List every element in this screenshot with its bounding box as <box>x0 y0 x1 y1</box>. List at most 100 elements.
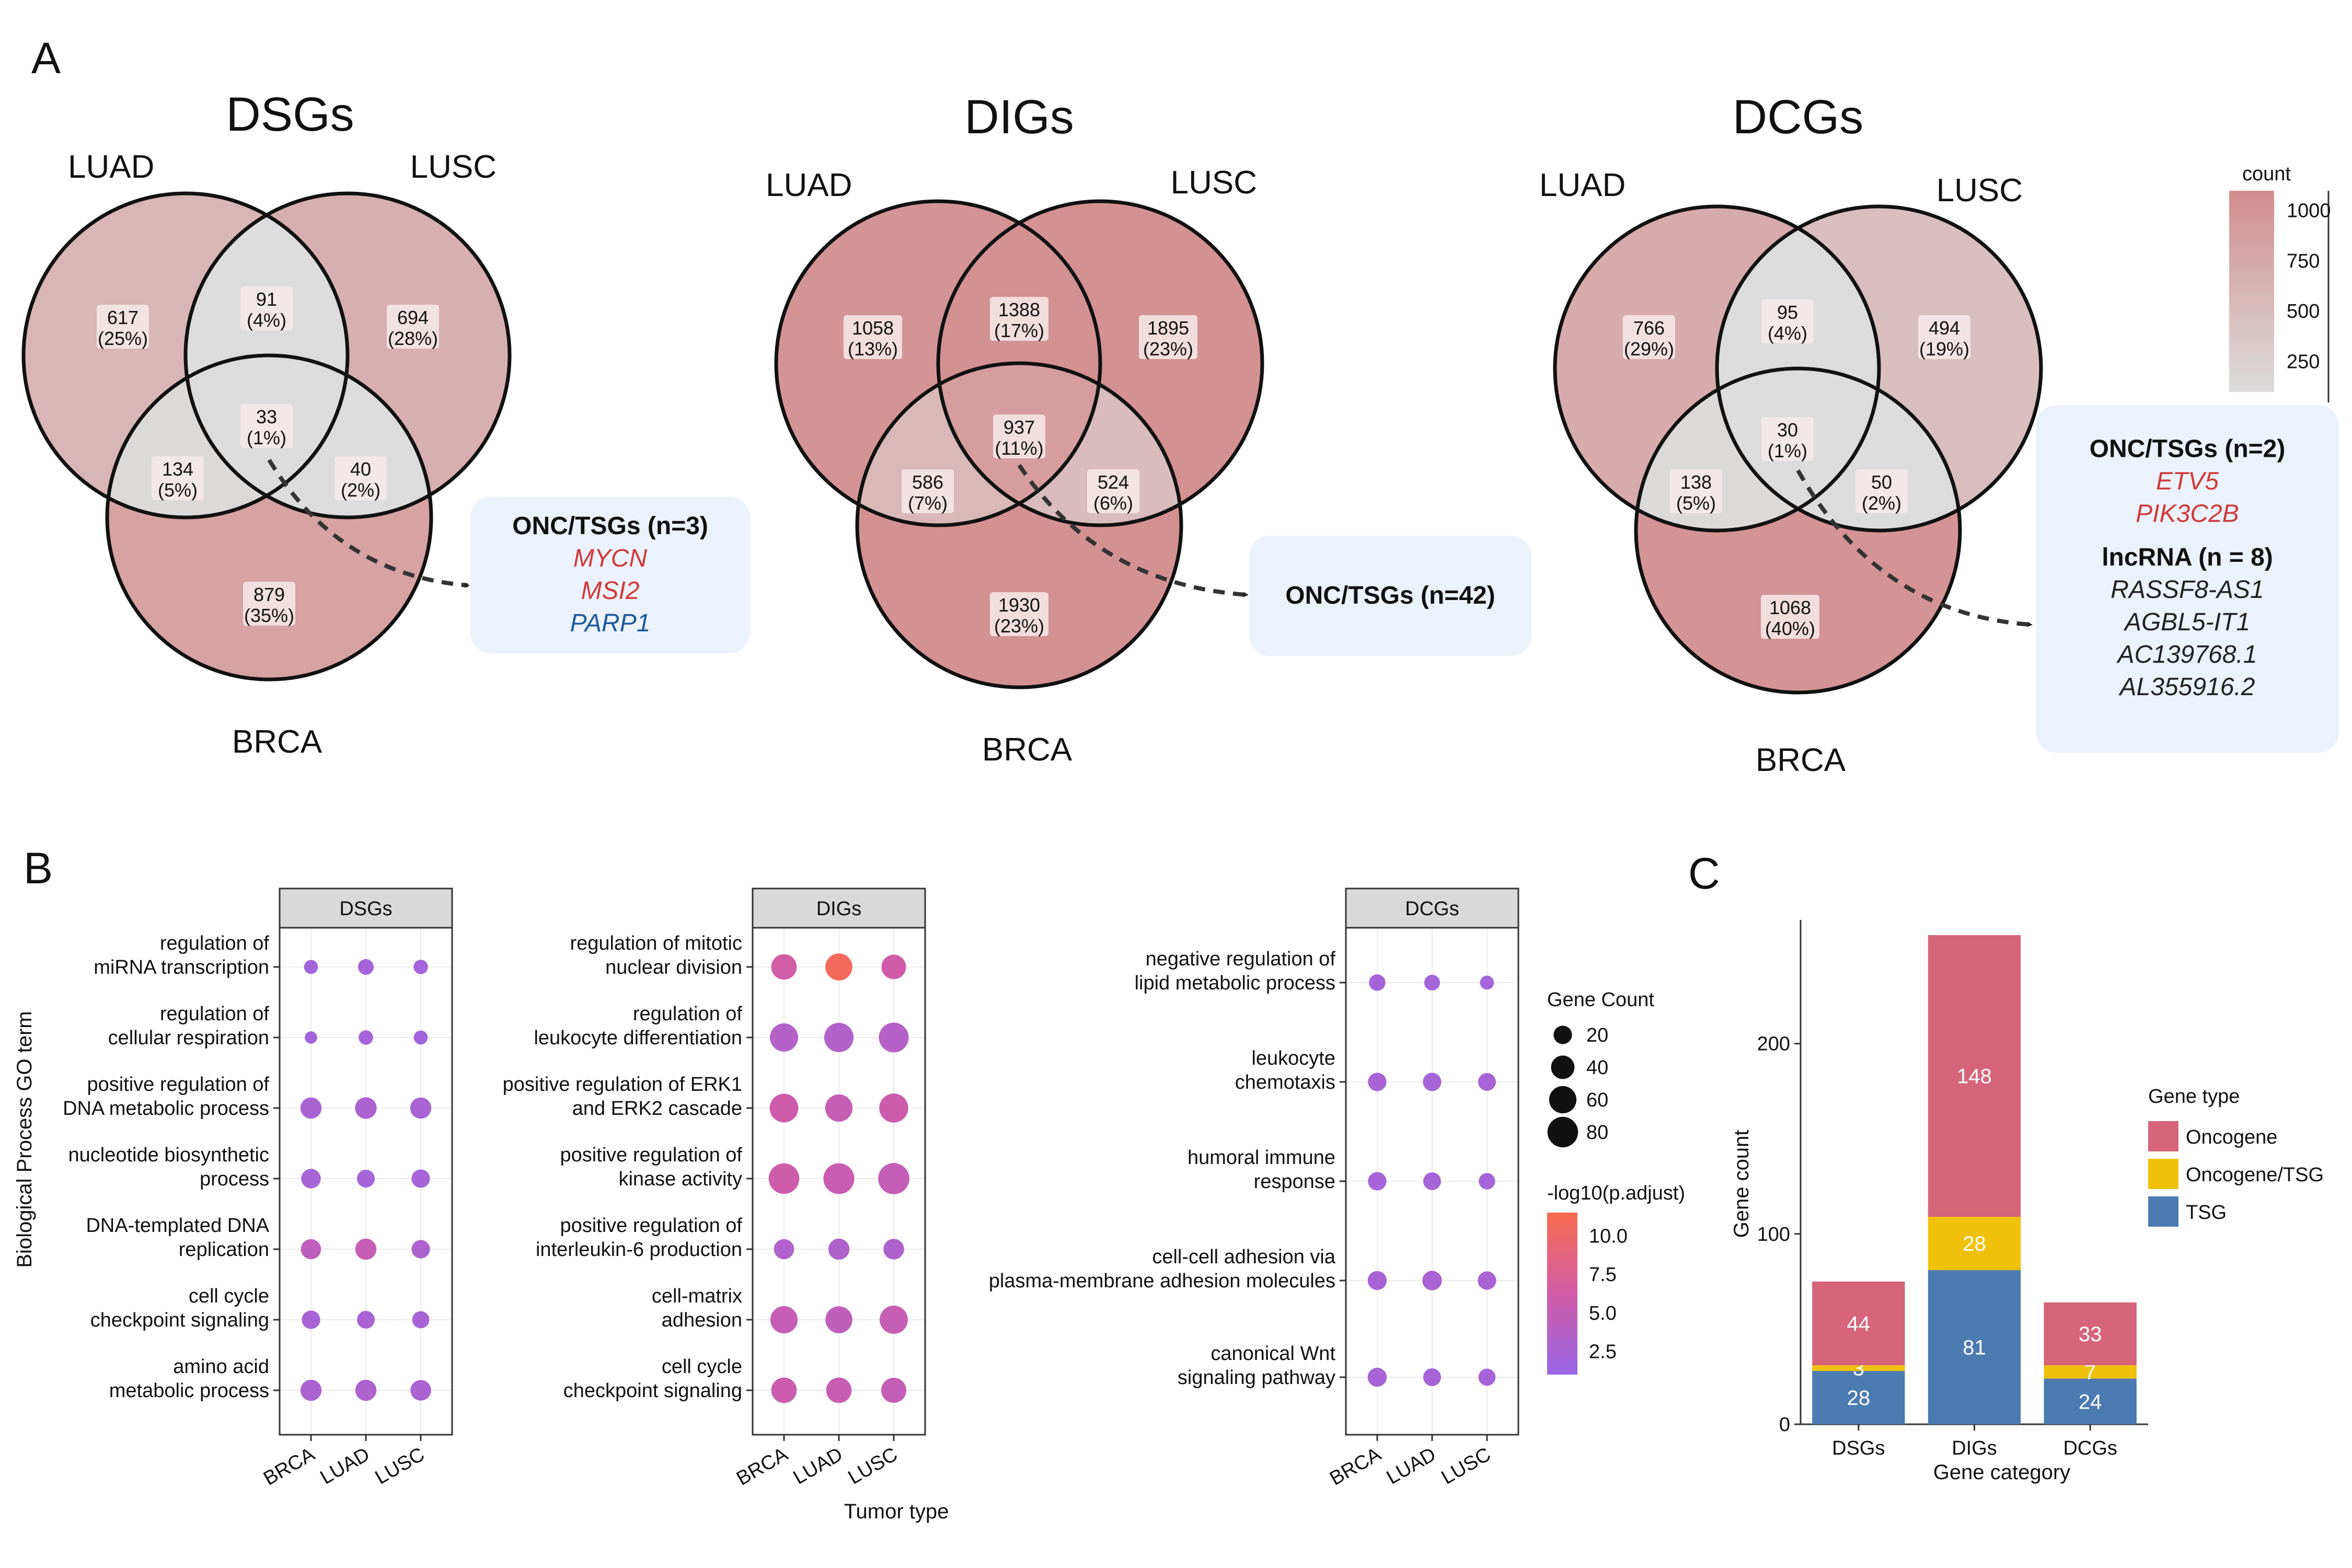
bar-segment <box>1812 1371 1905 1424</box>
dotplot-ylabel: Biological Process GO term <box>13 1011 36 1267</box>
venn-outline-brca <box>1634 366 1962 695</box>
venn-region-pct: (6%) <box>1093 492 1133 514</box>
padj-legend-tick-label: 10.0 <box>1589 1225 1628 1247</box>
dot-point <box>879 1022 909 1053</box>
venn-region-count: 1068 <box>1769 597 1811 618</box>
dot-point <box>1424 974 1440 991</box>
venn-region-count: 33 <box>256 406 277 428</box>
dot-point <box>1478 1368 1496 1386</box>
go-term-label: leukocyte <box>1251 1047 1335 1069</box>
padj-legend-tick-label: 7.5 <box>1589 1264 1617 1286</box>
go-term-label: cell-matrix <box>652 1285 742 1307</box>
venn-outline-luad <box>21 191 350 520</box>
bar-value-label: 81 <box>1963 1336 1986 1359</box>
venn-label-box <box>240 404 293 448</box>
go-term-label: process <box>200 1168 269 1190</box>
venn-region-pct: (1%) <box>1768 440 1807 462</box>
venn-dcgs: 766(29%) 95(4%) 494(19%) 138(5%) 30(1%) 50(2%… <box>1539 90 2339 778</box>
bar-segment <box>2044 1302 2137 1366</box>
venn-label-box <box>902 469 954 513</box>
venn-set-name: LUAD <box>1539 167 1625 203</box>
dot-point <box>1478 1073 1496 1091</box>
bar-segment <box>1928 1270 2021 1424</box>
go-term-label: negative regulation of <box>1146 948 1336 970</box>
venn-region-count: 50 <box>1871 471 1892 493</box>
venn-label-box <box>993 414 1045 458</box>
dot-point <box>1368 1073 1387 1091</box>
venn-region-count: 617 <box>107 307 139 328</box>
go-term-label: signaling pathway <box>1178 1367 1335 1389</box>
dot-point <box>1369 974 1386 991</box>
venn-title: DCGs <box>1733 90 1863 144</box>
dot-point <box>355 1097 377 1119</box>
callout-heading: ONC/TSGs (n=2) <box>2090 435 2286 463</box>
venn-dsgs: 617(25%) 91(4%) 694(28%) 134(5%) 33(1%) 40(2%… <box>21 88 750 760</box>
go-term-label: cell cycle <box>189 1285 269 1307</box>
size-legend-dot <box>1553 1025 1572 1044</box>
size-legend-label: 20 <box>1586 1024 1608 1046</box>
x-tick-label: LUSC <box>845 1443 902 1489</box>
venn-label-box <box>335 456 387 500</box>
venn-label-box <box>1139 315 1197 359</box>
callout-box <box>470 497 750 653</box>
venn-label-box <box>1761 299 1814 343</box>
size-legend-label: 40 <box>1586 1057 1608 1079</box>
count-legend-tick-label: 250 <box>2287 351 2320 373</box>
venn-region-count: 586 <box>912 471 943 493</box>
venn-title: DIGs <box>964 90 1074 144</box>
go-term-label: DNA-templated DNA <box>86 1215 269 1237</box>
dot-point <box>359 1030 373 1045</box>
dot-point <box>771 1377 797 1403</box>
venn-count-legend: count 1000 750 500 250 <box>2229 163 2331 402</box>
facet-title: DIGs <box>816 898 862 920</box>
go-term-label: and ERK2 cascade <box>572 1098 742 1120</box>
go-term-label: positive regulation of <box>560 1215 742 1237</box>
dot-point <box>410 1380 431 1401</box>
go-term-label: regulation of mitotic <box>570 932 743 954</box>
bar-value-label: 7 <box>2084 1361 2096 1384</box>
dot-point <box>878 1163 909 1194</box>
gene-type-legend-swatch <box>2148 1121 2178 1151</box>
go-term-label: response <box>1254 1171 1335 1193</box>
panel-label-c: C <box>1688 849 1720 898</box>
venn-overlap-lusc_brca <box>1717 368 1960 531</box>
bar-segment <box>1812 1365 1905 1371</box>
go-term-label: leukocyte differentiation <box>534 1027 742 1049</box>
dot-point <box>300 1379 322 1401</box>
go-term-label: cellular respiration <box>108 1027 269 1049</box>
x-tick-label: DIGs <box>1952 1437 1997 1459</box>
bar-value-label: 148 <box>1957 1065 1992 1088</box>
dot-point <box>825 953 852 981</box>
go-term-label: DNA metabolic process <box>63 1098 269 1120</box>
venn-label-box <box>97 305 149 349</box>
go-term-label: nuclear division <box>605 956 742 978</box>
callout-gene: RASSF8-AS1 <box>2111 576 2264 604</box>
gene-type-legend-label: Oncogene/TSG <box>2186 1164 2324 1186</box>
dot-point <box>828 1238 850 1260</box>
callout-gene: AC139768.1 <box>2116 641 2257 668</box>
dot-point <box>879 1093 908 1123</box>
dot-point <box>824 1022 854 1053</box>
venn-label-box <box>240 286 293 330</box>
facet-strip <box>279 887 453 929</box>
venn-label-box <box>1087 469 1139 513</box>
padj-legend-title: -log10(p.adjust) <box>1547 1182 1685 1204</box>
dot-point <box>825 1094 853 1122</box>
facet-title: DSGs <box>339 898 392 920</box>
dot-point <box>1480 975 1494 990</box>
venn-region-pct: (4%) <box>1768 322 1807 344</box>
callout-heading: ONC/TSGs (n=3) <box>512 512 708 540</box>
venn-region-pct: (35%) <box>244 605 294 626</box>
size-legend-dot <box>1551 1055 1575 1079</box>
go-term-label: replication <box>179 1239 269 1261</box>
dot-point <box>413 1030 428 1045</box>
bar-segment <box>1928 1217 2021 1271</box>
dot-point <box>826 1377 852 1403</box>
dot-point <box>411 1240 430 1259</box>
venn-region-count: 1388 <box>998 299 1040 320</box>
venn-region-count: 91 <box>256 289 277 310</box>
venn-label-box <box>1623 315 1675 359</box>
dot-point <box>1367 1367 1387 1387</box>
go-term-label: regulation of <box>160 1003 270 1025</box>
